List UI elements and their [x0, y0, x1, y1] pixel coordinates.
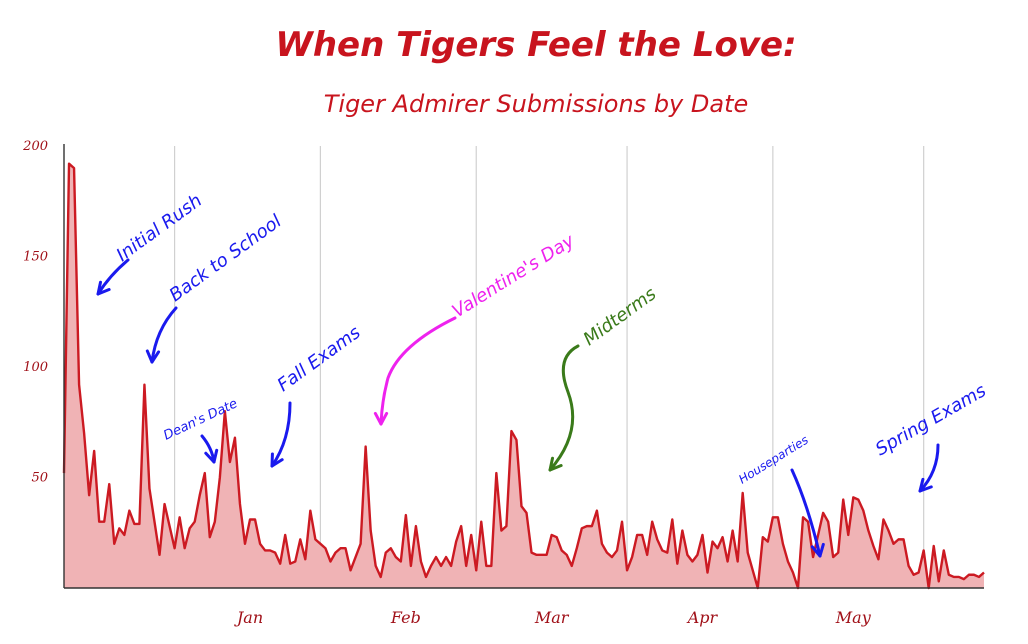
annotation-label: Fall Exams [274, 322, 365, 396]
axis-layer [63, 144, 984, 589]
annotation-arrowhead [96, 280, 111, 296]
annotation-arrow [270, 401, 292, 468]
x-tick-label: May [835, 608, 872, 627]
annotation-label: Spring Exams [872, 380, 990, 460]
series-line [62, 162, 985, 590]
annotation-arrow [96, 258, 130, 296]
series-area [64, 163, 984, 588]
annotation: Fall Exams [270, 322, 365, 468]
annotation: Spring Exams [872, 380, 990, 493]
annotation-arrowhead [270, 452, 284, 468]
annotation-arrowhead [918, 477, 933, 493]
annotation-arrow [150, 306, 178, 364]
chart-title: When Tigers Feel the Love: [275, 25, 796, 65]
annotation-arrowhead [145, 349, 161, 364]
annotation-label: Midterms [580, 283, 661, 350]
annotation-arrow [548, 344, 580, 472]
annotation-label: Initial Rush [113, 190, 206, 266]
y-tick-label: 200 [22, 139, 48, 154]
x-tick-label: Mar [534, 608, 570, 627]
annotation-arrowhead [810, 542, 825, 558]
annotation-label: Valentine's Day [449, 230, 579, 322]
grid-layer [174, 146, 925, 588]
x-tick-label: Feb [390, 608, 421, 627]
annotation-arrow [790, 468, 822, 558]
annotation-arrow [918, 443, 940, 493]
annotation: Midterms [548, 283, 661, 472]
y-tick-labels: 50 100 150 200 [22, 139, 48, 486]
annotation-arrow [379, 316, 457, 426]
x-tick-labels: Jan Feb Mar Apr May [234, 608, 872, 627]
annotation-arrowhead [373, 411, 389, 426]
y-tick-label: 100 [23, 360, 48, 375]
annotation-label: Houseparties [736, 433, 811, 487]
x-tick-label: Jan [234, 608, 263, 627]
x-tick-label: Apr [686, 608, 719, 627]
area-layer [62, 162, 985, 590]
annotation-arrowhead [204, 448, 219, 464]
y-tick-label: 50 [31, 471, 48, 486]
annotation: Valentine's Day [373, 230, 579, 426]
annotation-arrowhead [548, 456, 563, 472]
chart-subtitle: Tiger Admirer Submissions by Date [324, 90, 749, 118]
y-tick-label: 150 [23, 250, 48, 265]
annotation-label: Back to School [166, 211, 286, 306]
